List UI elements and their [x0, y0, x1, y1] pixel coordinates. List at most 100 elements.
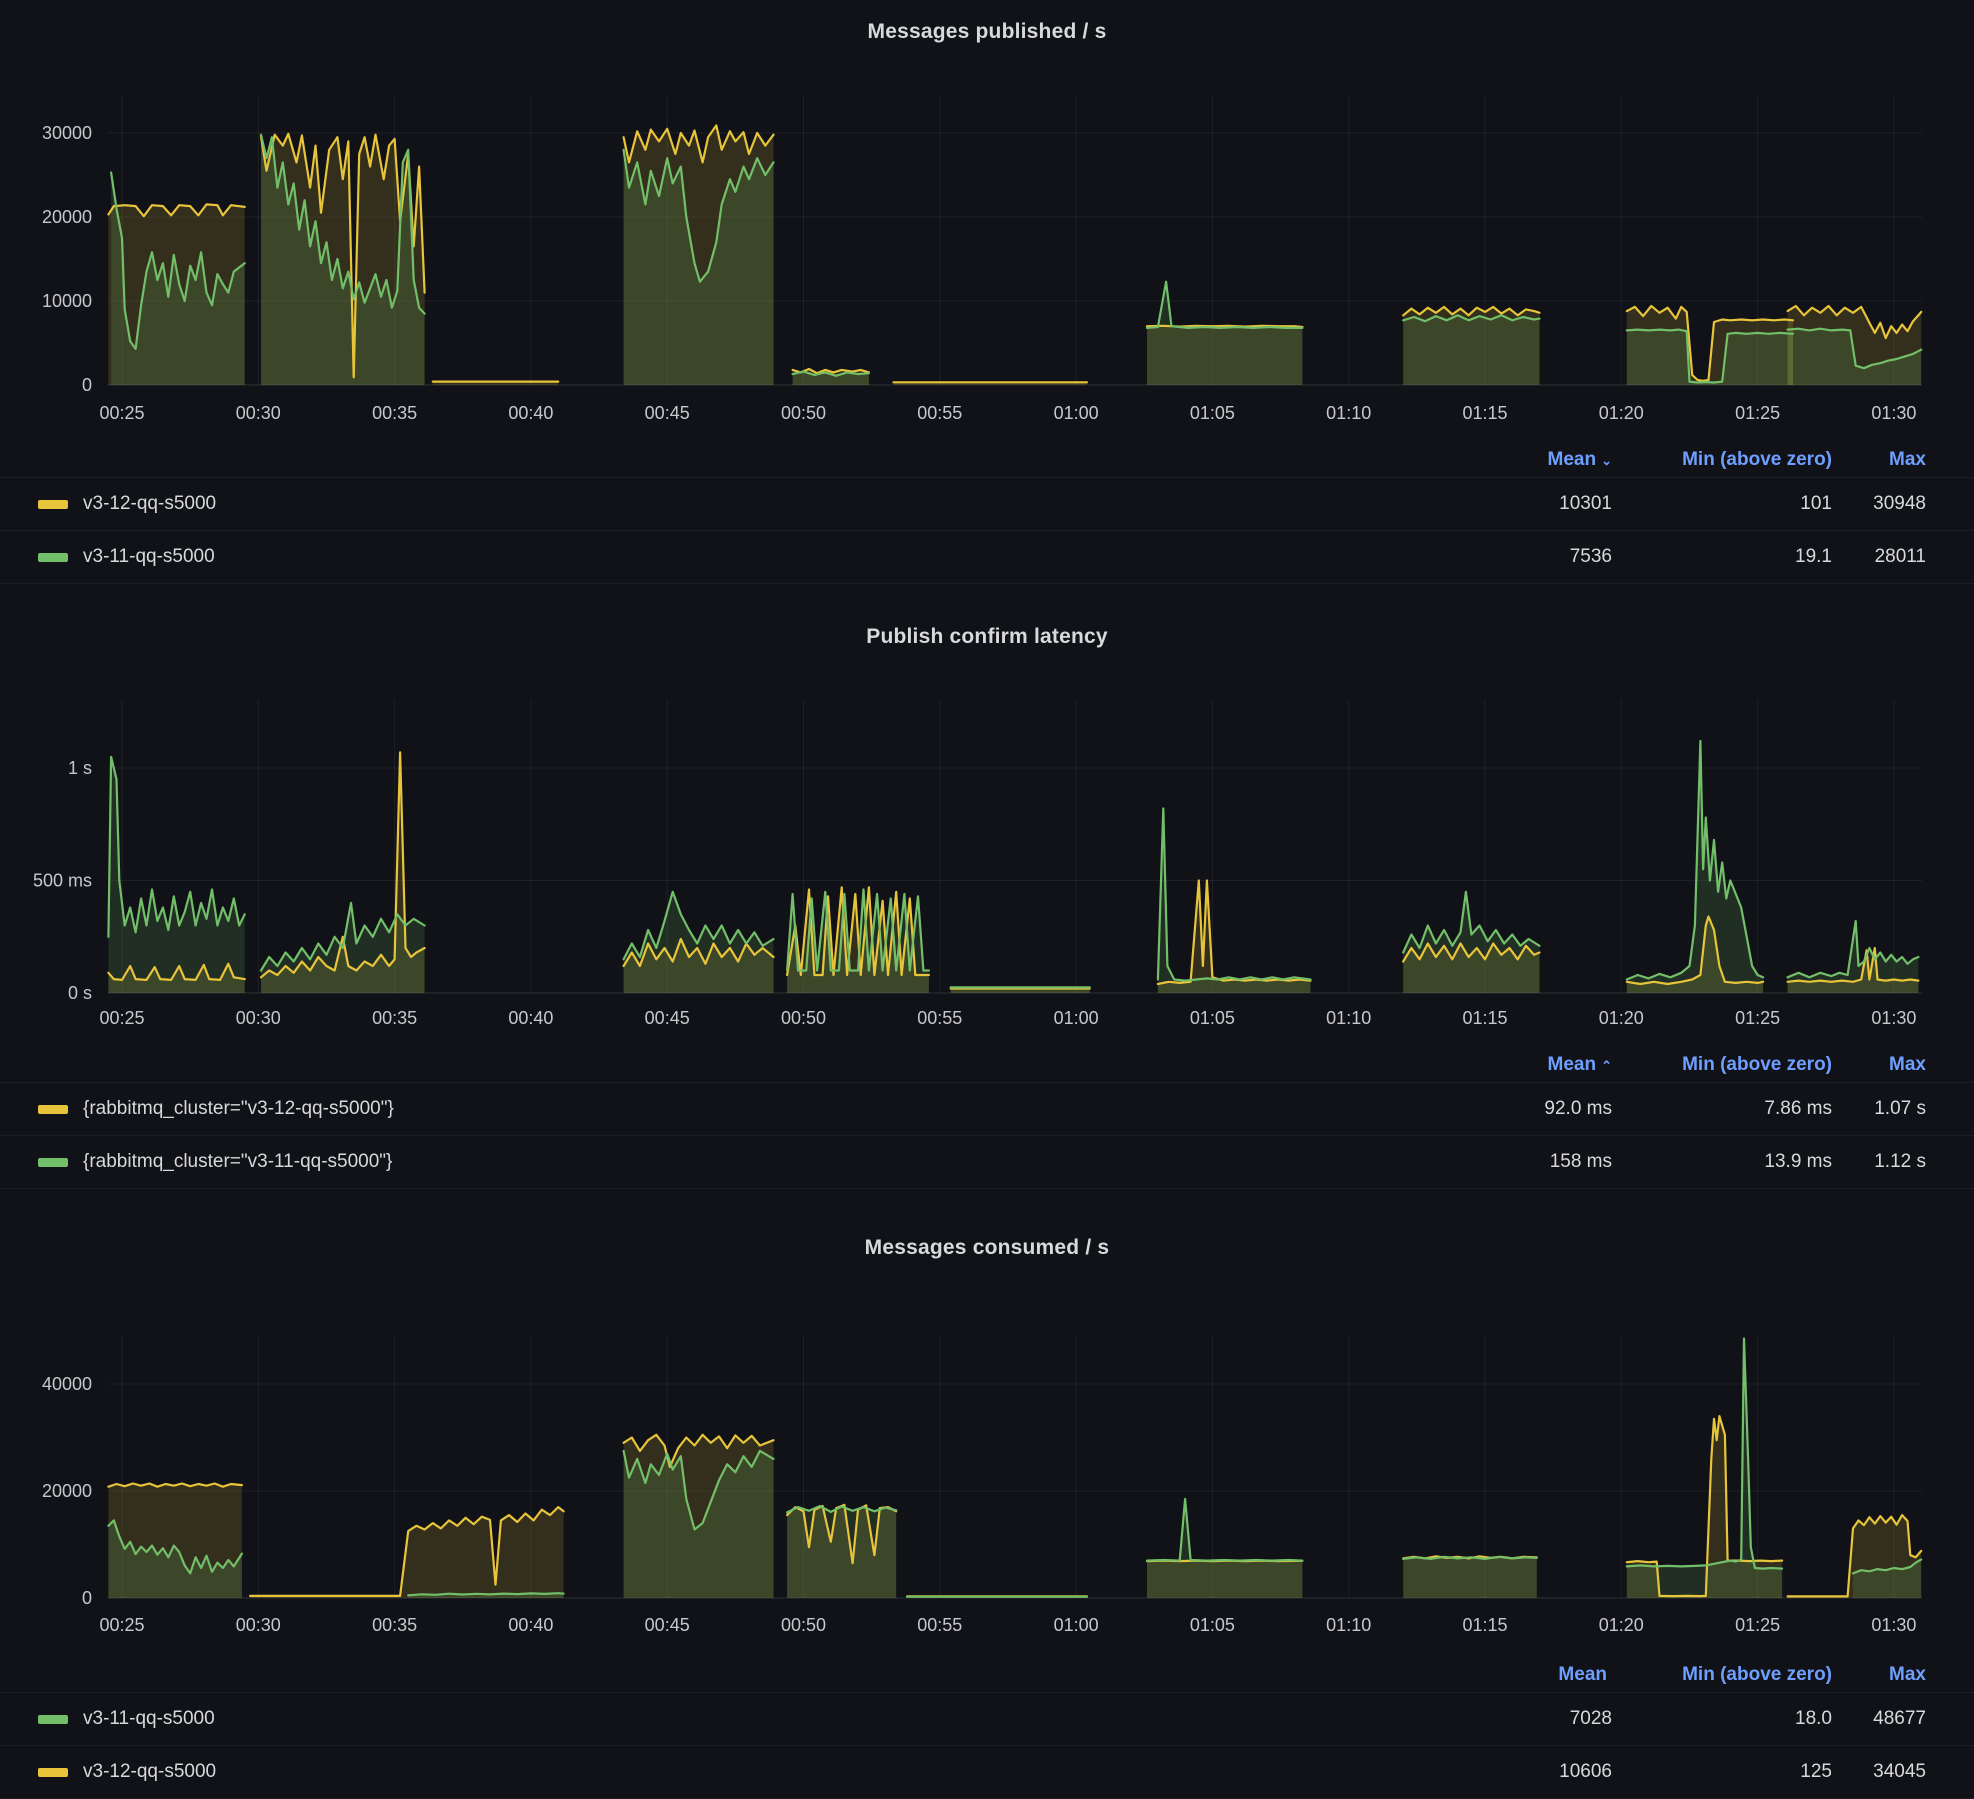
series-name: {rabbitmq_cluster="v3-11-qq-s5000"} [83, 1151, 393, 1172]
legend-sort-max[interactable]: Max [1889, 1664, 1926, 1685]
legend: Mean ⌄ Min (above zero) Max v3-12-qq-s500… [0, 443, 1974, 584]
series-min: 18.0 [1795, 1708, 1832, 1729]
legend: Mean Min (above zero) Max v3-11-qq-s5000… [0, 1658, 1974, 1799]
svg-text:00:30: 00:30 [236, 403, 281, 423]
svg-text:20000: 20000 [42, 1481, 92, 1501]
series-min: 7.86 ms [1764, 1098, 1832, 1119]
legend-row: {rabbitmq_cluster="v3-12-qq-s5000"} 92.0… [0, 1082, 1974, 1135]
series-swatch-icon [38, 552, 68, 562]
series-toggle[interactable]: v3-12-qq-s5000 [38, 1761, 1462, 1783]
svg-text:01:05: 01:05 [1190, 1008, 1235, 1028]
svg-text:01:20: 01:20 [1599, 1008, 1644, 1028]
publish-confirm-latency-chart[interactable]: 0 s 500 ms 1 s 00:25 00:30 00:35 00:40 00:45 00:… [0, 700, 1974, 1040]
svg-text:01:25: 01:25 [1735, 403, 1780, 423]
series-mean: 7536 [1569, 546, 1612, 567]
series-swatch-icon [38, 499, 68, 509]
svg-text:01:15: 01:15 [1462, 1008, 1507, 1028]
legend-header: Mean ⌃ Min (above zero) Max [0, 1048, 1974, 1082]
legend-sort-mean[interactable]: Mean ⌃ [1547, 1054, 1612, 1075]
series-max: 1.12 s [1874, 1151, 1926, 1172]
messages-published-chart[interactable]: 0 10000 20000 30000 00:25 00:30 00:35 00:40 00:4… [0, 95, 1974, 435]
svg-text:0: 0 [82, 1588, 92, 1608]
series-name: v3-11-qq-s5000 [83, 1708, 215, 1729]
legend-sort-min[interactable]: Min (above zero) [1682, 1054, 1832, 1075]
svg-text:01:00: 01:00 [1054, 403, 1099, 423]
svg-text:01:10: 01:10 [1326, 403, 1371, 423]
svg-text:01:30: 01:30 [1871, 1008, 1916, 1028]
sort-caret-icon: ⌄ [1601, 453, 1612, 468]
series-min: 101 [1800, 493, 1832, 514]
legend-sort-min[interactable]: Min (above zero) [1682, 449, 1832, 470]
panel-title[interactable]: Messages consumed / s [864, 1236, 1110, 1259]
svg-text:01:20: 01:20 [1599, 1615, 1644, 1635]
svg-text:00:25: 00:25 [99, 1008, 144, 1028]
series-min: 13.9 ms [1764, 1151, 1832, 1172]
series-swatch-icon [38, 1714, 68, 1724]
series-toggle[interactable]: v3-11-qq-s5000 [38, 546, 1462, 568]
svg-text:00:50: 00:50 [781, 403, 826, 423]
svg-text:00:35: 00:35 [372, 1008, 417, 1028]
svg-text:00:35: 00:35 [372, 403, 417, 423]
svg-text:01:20: 01:20 [1599, 403, 1644, 423]
legend-sort-mean[interactable]: Mean [1558, 1664, 1607, 1685]
svg-text:00:30: 00:30 [236, 1008, 281, 1028]
series-swatch-icon [38, 1104, 68, 1114]
series-mean: 7028 [1569, 1708, 1612, 1729]
legend-sort-max[interactable]: Max [1889, 449, 1926, 470]
legend-sort-min[interactable]: Min (above zero) [1682, 1664, 1832, 1685]
svg-text:01:10: 01:10 [1326, 1008, 1371, 1028]
series-max: 28011 [1874, 546, 1926, 567]
legend-sort-max[interactable]: Max [1889, 1054, 1926, 1075]
svg-text:00:45: 00:45 [645, 1615, 690, 1635]
legend-row: v3-11-qq-s5000 7536 19.1 28011 [0, 530, 1974, 584]
series-toggle[interactable]: {rabbitmq_cluster="v3-11-qq-s5000"} [38, 1151, 1462, 1173]
panel-title[interactable]: Publish confirm latency [866, 625, 1108, 648]
series-max: 1.07 s [1874, 1098, 1926, 1119]
svg-text:01:15: 01:15 [1462, 1615, 1507, 1635]
svg-text:01:30: 01:30 [1871, 1615, 1916, 1635]
messages-consumed-chart[interactable]: 0 20000 40000 00:25 00:30 00:35 00:40 00:45 00:5… [0, 1335, 1974, 1650]
svg-text:30000: 30000 [42, 123, 92, 143]
series-swatch-icon [38, 1767, 68, 1777]
legend-row: v3-12-qq-s5000 10301 101 30948 [0, 477, 1974, 530]
series-toggle[interactable]: {rabbitmq_cluster="v3-12-qq-s5000"} [38, 1098, 1462, 1120]
svg-text:00:55: 00:55 [917, 403, 962, 423]
svg-text:00:55: 00:55 [917, 1615, 962, 1635]
svg-text:00:50: 00:50 [781, 1615, 826, 1635]
svg-text:01:30: 01:30 [1871, 403, 1916, 423]
sort-caret-icon: ⌃ [1601, 1058, 1612, 1073]
series-name: {rabbitmq_cluster="v3-12-qq-s5000"} [83, 1098, 394, 1119]
svg-text:01:05: 01:05 [1190, 403, 1235, 423]
panel-messages-consumed: Messages consumed / s 0 20000 40000 00:25 00… [0, 1210, 1974, 1799]
svg-text:00:40: 00:40 [508, 403, 553, 423]
series-min: 125 [1800, 1761, 1832, 1782]
svg-text:00:45: 00:45 [645, 1008, 690, 1028]
panel-title[interactable]: Messages published / s [867, 20, 1107, 43]
svg-text:00:25: 00:25 [99, 1615, 144, 1635]
svg-text:01:05: 01:05 [1190, 1615, 1235, 1635]
panel-publish-confirm-latency: Publish confirm latency 0 s 500 ms 1 s 00:2… [0, 607, 1974, 1189]
svg-text:0 s: 0 s [68, 983, 92, 1003]
series-toggle[interactable]: v3-12-qq-s5000 [38, 493, 1462, 515]
series-mean: 10606 [1559, 1761, 1612, 1782]
series-toggle[interactable]: v3-11-qq-s5000 [38, 1708, 1462, 1730]
legend-header: Mean Min (above zero) Max [0, 1658, 1974, 1692]
svg-text:00:40: 00:40 [508, 1615, 553, 1635]
svg-text:00:45: 00:45 [645, 403, 690, 423]
svg-text:00:35: 00:35 [372, 1615, 417, 1635]
series-max: 34045 [1873, 1761, 1926, 1782]
svg-text:01:00: 01:00 [1054, 1008, 1099, 1028]
svg-text:00:25: 00:25 [99, 403, 144, 423]
svg-text:0: 0 [82, 375, 92, 395]
legend: Mean ⌃ Min (above zero) Max {rabbitmq_clu… [0, 1048, 1974, 1189]
legend-sort-mean[interactable]: Mean ⌄ [1547, 449, 1612, 470]
series-max: 48677 [1873, 1708, 1926, 1729]
series-mean: 92.0 ms [1544, 1098, 1612, 1119]
svg-text:20000: 20000 [42, 207, 92, 227]
series-name: v3-12-qq-s5000 [83, 493, 217, 514]
svg-text:01:25: 01:25 [1735, 1615, 1780, 1635]
series-max: 30948 [1873, 493, 1926, 514]
svg-text:00:50: 00:50 [781, 1008, 826, 1028]
svg-text:01:10: 01:10 [1326, 1615, 1371, 1635]
